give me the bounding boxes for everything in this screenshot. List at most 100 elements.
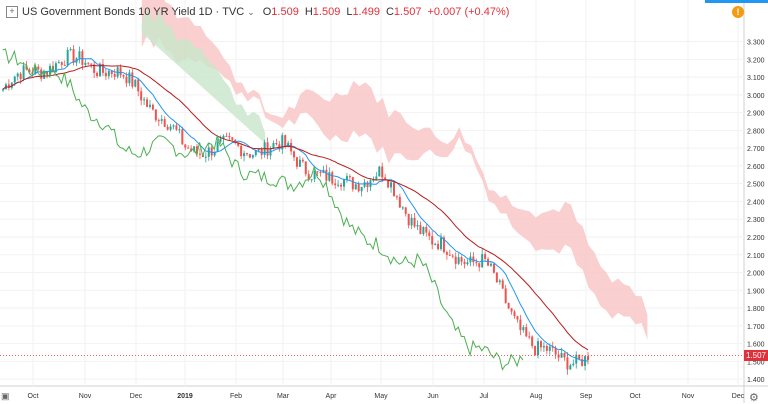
cloud-bull-area [141, 8, 266, 144]
candle-body [196, 146, 199, 154]
price-tick-label: 2.500 [747, 182, 765, 189]
candle-body [245, 153, 248, 155]
candle-body [81, 51, 84, 65]
open-label: O [262, 6, 272, 18]
price-tick-label: 1.500 [747, 359, 765, 366]
candle-body [422, 226, 425, 235]
candle-body [175, 125, 178, 130]
cloud-area [141, 0, 648, 340]
candle-body [466, 262, 469, 265]
candle-body [240, 145, 243, 157]
candle-body [119, 67, 122, 76]
candle-body [404, 207, 407, 214]
close-number: 1.507 [393, 6, 422, 18]
time-tick-label: Nov [79, 393, 92, 400]
candle-body [539, 341, 542, 348]
candle-body [492, 263, 495, 273]
candle-body [225, 135, 228, 137]
candle-body [13, 76, 16, 83]
candle-body [501, 280, 504, 289]
candle-body [34, 66, 37, 74]
candle-body [445, 252, 448, 255]
candle-body [542, 345, 545, 348]
candle-body [413, 217, 416, 227]
camera-icon[interactable]: ▣ [1, 391, 10, 401]
candle-body [143, 99, 146, 101]
price-tick-label: 3.100 [747, 75, 765, 82]
time-tick-label: Dec [732, 393, 745, 400]
candle-body [234, 139, 237, 143]
low-value: L1.499 [346, 6, 380, 18]
candle-body [213, 151, 216, 156]
high-number: 1.509 [312, 6, 341, 18]
candle-body [578, 354, 581, 360]
candle-body [49, 65, 52, 75]
symbol-title[interactable]: US Government Bonds 10 YR Yield [22, 6, 196, 18]
candle-body [319, 171, 322, 173]
candle-body [2, 89, 4, 91]
candle-body [40, 69, 43, 79]
candle-body [566, 357, 569, 370]
candle-body [340, 184, 343, 187]
candle-body [381, 166, 384, 178]
candle-body [66, 49, 69, 66]
candle-body [184, 144, 187, 148]
time-tick-label: Jul [480, 393, 489, 400]
candle-body [384, 177, 387, 181]
candle-body [60, 62, 63, 65]
candle-body [448, 254, 451, 256]
candle-body [131, 72, 134, 87]
kijun-line [2, 64, 589, 351]
alert-icon[interactable]: ! [732, 6, 744, 18]
candle-body [198, 153, 201, 155]
close-label: C [385, 6, 394, 18]
candle-body [57, 62, 60, 64]
candle-body [137, 79, 140, 92]
candle-body [454, 256, 457, 264]
candle-body [548, 346, 551, 351]
price-tick-label: 2.300 [747, 217, 765, 224]
interval-label: 1D [198, 6, 213, 18]
candle-body [545, 345, 548, 351]
candle-body [72, 49, 75, 63]
candle-body [93, 64, 96, 73]
candle-body [248, 154, 251, 158]
candle-body [163, 119, 166, 127]
candle-body [101, 63, 104, 73]
candle-body [463, 261, 466, 265]
candle-body [390, 182, 393, 188]
candle-body [298, 159, 301, 167]
candle-body [257, 148, 260, 151]
candle-body [522, 327, 525, 331]
candle-body [304, 161, 307, 175]
candle-body [243, 153, 246, 157]
plus-box-icon[interactable]: + [6, 6, 18, 18]
candle-body [478, 263, 481, 268]
chevron-down-icon[interactable]: ⌄ [247, 6, 255, 17]
candle-body [251, 155, 254, 158]
price-tick-label: 2.900 [747, 111, 765, 118]
candle-body [10, 82, 13, 88]
gear-icon[interactable]: ⚙ [749, 392, 759, 404]
candle-body [442, 237, 445, 253]
candle-body [104, 72, 107, 77]
price-tick-label: 2.100 [747, 253, 765, 260]
candle-body [528, 336, 531, 338]
price-tick-label: 3.200 [747, 57, 765, 64]
price-axis[interactable]: 3.300 3.200 3.100 3.000 2.900 2.800 2.700 2.600… [747, 40, 765, 385]
close-value: C1.507 [386, 6, 421, 18]
time-axis[interactable]: Oct Nov Dec 2019 Feb Mar Apr May Jun Jul Aug Sep Oct… [28, 393, 745, 400]
candle-body [69, 49, 72, 51]
candle-body [472, 256, 475, 263]
candle-body [169, 126, 172, 130]
candle-body [387, 180, 390, 188]
candle-body [151, 104, 154, 110]
time-tick-label: Sep [580, 393, 593, 400]
candle-body [287, 142, 290, 147]
candle-body [489, 263, 492, 266]
candle-body [360, 186, 363, 192]
candle-body [307, 174, 310, 180]
candle-body [328, 172, 331, 181]
